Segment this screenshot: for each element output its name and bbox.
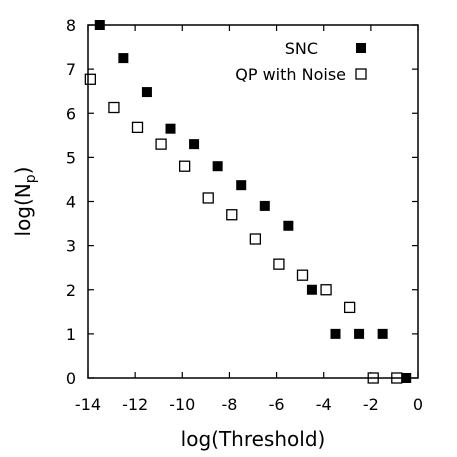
qp-with-noise-point (320, 284, 332, 296)
y-tick-label: 0 (66, 369, 76, 388)
qp-with-noise-point (249, 233, 262, 245)
snc-point (306, 284, 317, 295)
snc-point (141, 87, 152, 98)
snc-point (354, 328, 365, 339)
y-tick-label: 5 (66, 148, 76, 167)
y-tick-label: 7 (66, 60, 76, 79)
qp-with-noise-point (84, 73, 97, 85)
y-tick-label: 3 (66, 237, 76, 256)
y-axis-title-main: log(N (11, 183, 35, 236)
legend-marker-qp-with-noise (355, 68, 367, 80)
qp-with-noise-point (226, 209, 238, 221)
snc-point (377, 328, 388, 339)
y-tick-label: 4 (66, 193, 76, 212)
y-tick-label: 2 (66, 281, 76, 300)
x-tick-label: -4 (316, 395, 332, 414)
qp-with-noise-point (155, 138, 167, 150)
qp-with-noise-point (273, 258, 285, 270)
snc-point (118, 53, 129, 64)
legend-label-snc: SNC (285, 39, 318, 58)
snc-point (330, 328, 341, 339)
qp-with-noise-point (178, 160, 191, 172)
qp-with-noise-point (131, 121, 144, 134)
y-axis-title-close: ) (11, 167, 35, 175)
qp-with-noise-point (108, 101, 120, 114)
x-tick-label: -10 (169, 395, 195, 414)
x-axis-title: log(Threshold) (181, 427, 326, 451)
legend-marker-snc (356, 43, 366, 53)
qp-with-noise-point (296, 269, 309, 281)
snc-point (165, 123, 176, 134)
snc-point (283, 220, 294, 231)
snc-point (189, 139, 200, 150)
legend: SNC QP with Noise (235, 39, 367, 84)
x-tick-label: 0 (413, 395, 423, 414)
x-tick-label: -8 (221, 395, 237, 414)
y-axis-title-subscript: p (23, 174, 39, 183)
y-tick-label: 6 (66, 104, 76, 123)
snc-point (212, 161, 223, 172)
y-tick-label: 1 (66, 325, 76, 344)
x-tick-label: -12 (122, 395, 148, 414)
x-tick-label: -6 (269, 395, 285, 414)
snc-point (259, 200, 270, 211)
legend-label-qp-with-noise: QP with Noise (235, 65, 346, 84)
y-axis-title: log(Np) (11, 167, 39, 237)
qp-with-noise-point (343, 301, 356, 314)
y-tick-label: 8 (66, 16, 76, 35)
qp-with-noise-point (202, 192, 214, 204)
x-tick-label: -14 (75, 395, 101, 414)
x-tick-label: -2 (363, 395, 379, 414)
snc-point (236, 180, 247, 191)
plot-frame (87, 24, 419, 379)
